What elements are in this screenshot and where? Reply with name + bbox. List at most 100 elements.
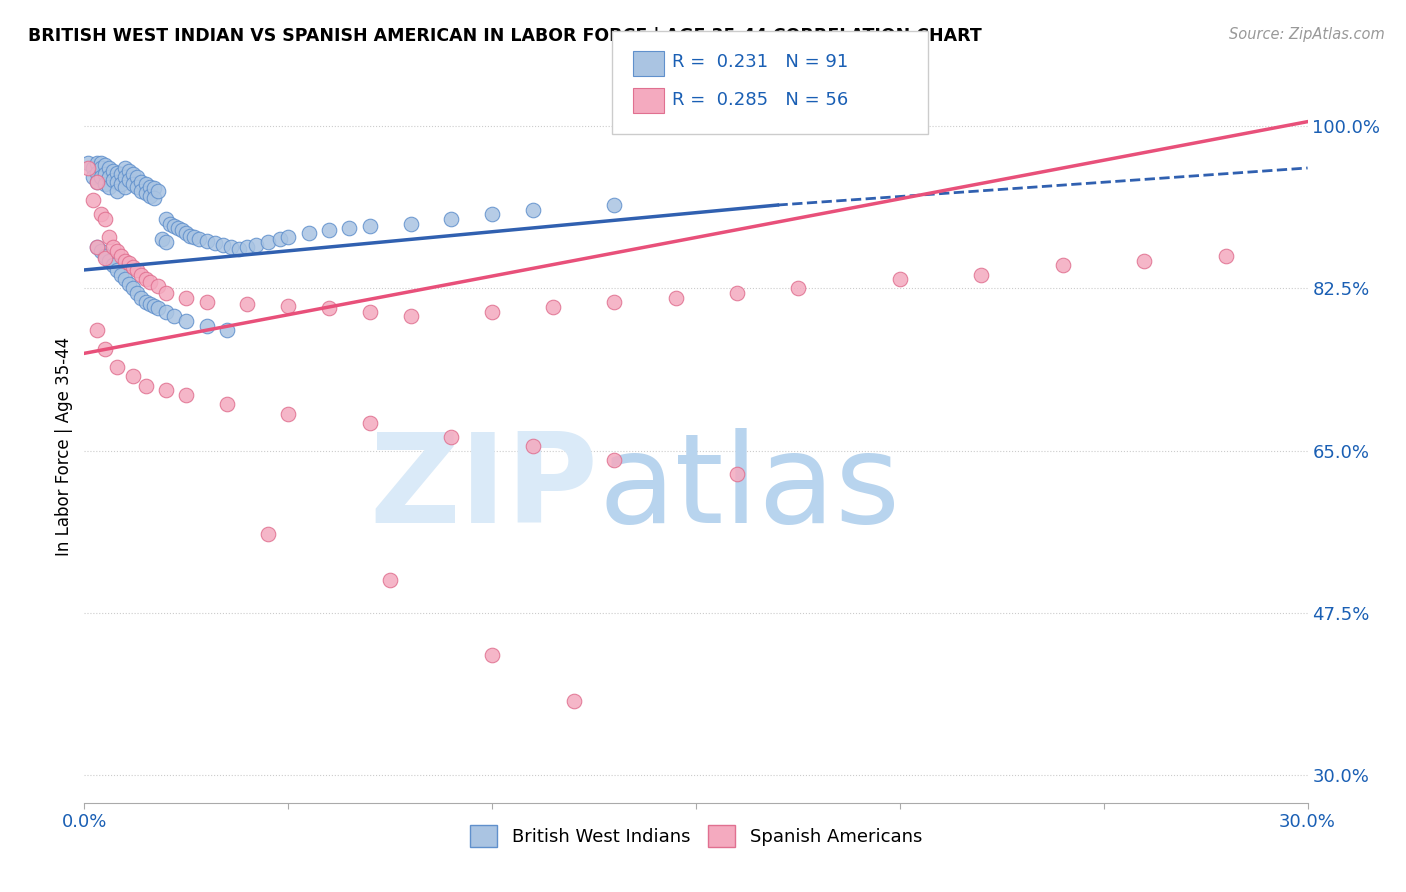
Point: [174, 314, 197, 328]
Point: [77, 161, 100, 175]
Point: [93, 158, 115, 172]
Point: [318, 223, 340, 237]
Point: [118, 173, 141, 187]
Point: [86, 166, 108, 180]
Point: [138, 275, 160, 289]
Point: [93, 177, 115, 191]
Point: [122, 168, 145, 182]
Point: [127, 263, 149, 277]
Point: [257, 235, 280, 249]
Point: [127, 286, 149, 301]
Point: [114, 272, 136, 286]
Point: [127, 170, 149, 185]
Point: [195, 295, 218, 310]
Point: [146, 184, 169, 198]
Point: [1052, 258, 1074, 272]
Point: [228, 242, 250, 256]
Point: [131, 268, 153, 282]
Point: [135, 378, 157, 392]
Text: R =  0.231   N = 91: R = 0.231 N = 91: [672, 54, 848, 71]
Point: [277, 230, 299, 244]
Point: [110, 249, 132, 263]
Point: [543, 300, 565, 314]
Point: [131, 175, 153, 189]
Point: [562, 694, 585, 708]
Point: [155, 304, 177, 318]
Point: [522, 202, 544, 217]
Point: [127, 179, 149, 194]
Point: [174, 291, 197, 305]
Point: [163, 219, 186, 234]
Point: [122, 281, 145, 295]
Point: [150, 232, 173, 246]
Point: [142, 181, 165, 195]
Point: [135, 177, 157, 191]
Point: [339, 221, 361, 235]
Y-axis label: In Labor Force | Age 35-44: In Labor Force | Age 35-44: [55, 336, 73, 556]
Point: [122, 369, 145, 384]
Point: [359, 416, 381, 430]
Point: [97, 170, 120, 185]
Point: [269, 232, 291, 246]
Point: [93, 342, 115, 356]
Point: [174, 226, 197, 240]
Point: [359, 219, 381, 234]
Text: Source: ZipAtlas.com: Source: ZipAtlas.com: [1229, 27, 1385, 42]
Point: [889, 272, 911, 286]
Point: [110, 268, 132, 282]
Point: [93, 211, 115, 226]
Point: [118, 256, 141, 270]
Point: [105, 175, 128, 189]
Point: [122, 177, 145, 191]
Text: BRITISH WEST INDIAN VS SPANISH AMERICAN IN LABOR FORCE | AGE 35-44 CORRELATION C: BRITISH WEST INDIAN VS SPANISH AMERICAN …: [28, 27, 981, 45]
Point: [399, 310, 422, 324]
Point: [146, 278, 169, 293]
Point: [105, 244, 128, 259]
Point: [101, 240, 124, 254]
Point: [105, 360, 128, 375]
Point: [725, 467, 748, 481]
Point: [167, 221, 190, 235]
Point: [155, 384, 177, 398]
Point: [82, 194, 104, 208]
Point: [204, 235, 226, 250]
Point: [142, 191, 165, 205]
Point: [1215, 249, 1237, 263]
Point: [970, 268, 993, 282]
Point: [155, 211, 177, 226]
Point: [90, 156, 112, 170]
Point: [380, 574, 402, 588]
Point: [97, 179, 120, 194]
Point: [277, 407, 299, 421]
Point: [110, 168, 132, 182]
Point: [481, 207, 503, 221]
Point: [90, 207, 112, 221]
Point: [97, 253, 120, 268]
Point: [155, 286, 177, 301]
Point: [86, 240, 108, 254]
Point: [174, 388, 197, 402]
Point: [440, 211, 463, 226]
Point: [142, 299, 165, 313]
Point: [135, 186, 157, 200]
Point: [146, 301, 169, 315]
Point: [86, 175, 108, 189]
Point: [114, 179, 136, 194]
Point: [93, 249, 115, 263]
Point: [159, 217, 181, 231]
Text: atlas: atlas: [598, 428, 900, 549]
Point: [399, 217, 422, 231]
Point: [82, 161, 104, 175]
Point: [105, 184, 128, 198]
Point: [86, 323, 108, 337]
Point: [86, 156, 108, 170]
Point: [1133, 253, 1156, 268]
Point: [522, 439, 544, 453]
Point: [298, 226, 321, 240]
Point: [118, 277, 141, 291]
Point: [90, 244, 112, 259]
Point: [77, 156, 100, 170]
Point: [101, 258, 124, 272]
Point: [114, 170, 136, 185]
Point: [114, 253, 136, 268]
